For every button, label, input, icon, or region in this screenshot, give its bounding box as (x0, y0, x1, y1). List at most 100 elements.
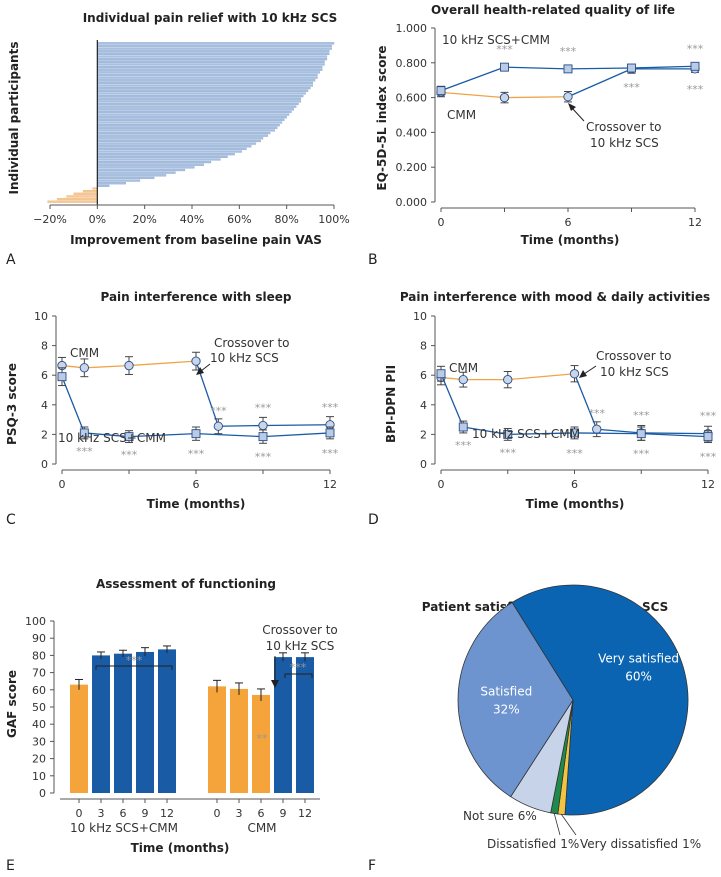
panel-c-xtick-label: 0 (59, 478, 66, 491)
panel-d-label-cmm: CMM (449, 361, 478, 375)
panel-a-xtick-label: 80% (274, 213, 298, 226)
panel-d-significance: *** (700, 410, 717, 423)
panel-a-bar (97, 168, 186, 172)
panel-a-bar (82, 190, 98, 193)
panel-a-bar (97, 52, 330, 55)
panel-e-ytick-label: 10 (32, 770, 46, 783)
panel-d-crossover-arrow (579, 365, 597, 378)
panel-e-bar (252, 694, 270, 793)
panel-e-ytick-label: 30 (32, 735, 46, 748)
panel-b-ylabel: EQ-5D-5L index score (375, 45, 389, 190)
panel-a-bar (47, 200, 98, 203)
panel-b-series-line (440, 66, 505, 92)
panel-c-series-line (84, 364, 130, 369)
panel-f-not-sure-name: Not sure (463, 809, 514, 823)
panel-d-ytick-label: 4 (420, 399, 427, 412)
panel-c-significance: *** (322, 401, 339, 414)
panel-a-bar (97, 166, 195, 169)
panel-a-xtick-label: 20% (132, 213, 156, 226)
panel-a-bar (97, 81, 313, 85)
panel-d-significance: *** (589, 407, 606, 420)
panel-a-bar (97, 63, 325, 66)
panel-b-point-circle (499, 92, 510, 103)
panel-e-xtick-label: 0 (76, 807, 83, 820)
panel-f-dissatisfied-name: Dissatisfied (487, 837, 556, 851)
panel-e-bars: 0 3 6 9 12 0 3 6 9 12 (70, 645, 314, 820)
panel-c-lines: *** *** *** *** *** *** *** *** (57, 351, 339, 464)
panel-d-xtick-label: 12 (701, 478, 715, 491)
panel-e-label-crossover-1: Crossover to (262, 623, 338, 637)
panel-c-title: Pain interference with sleep (100, 290, 291, 304)
panel-e-xtick-label: 9 (280, 807, 287, 820)
panel-a-bar (73, 192, 98, 195)
panel-a-bar (97, 147, 247, 151)
panel-c: Pain interference with sleep PSQ-3 score… (5, 290, 339, 528)
panel-d-point-square (570, 428, 579, 438)
panel-d-significance: *** (633, 448, 650, 461)
panel-b-label-cmm: CMM (447, 108, 476, 122)
panel-a-bar (97, 158, 221, 161)
panel-a-bar (97, 44, 332, 48)
panel-f-leader-dissatisfied (553, 813, 561, 836)
panel-e-label-crossover-2: 10 kHz SCS (266, 639, 335, 653)
panel-a-bar (92, 187, 98, 190)
panel-b-axes: 0.000 0.200 0.400 0.600 0.800 1.000 0 6 12 (396, 22, 703, 229)
panel-e-ytick-label: 60 (32, 684, 46, 697)
panel-e-xtick-label: 9 (142, 807, 149, 820)
panel-a-bar (97, 89, 309, 92)
panel-c-ytick-label: 6 (41, 369, 48, 382)
panel-a-bar (97, 179, 141, 182)
panel-a-bar (97, 42, 335, 45)
panel-a-bar (97, 163, 205, 166)
panel-c-point-circle (79, 363, 89, 373)
panel-a-xtick-label: 100% (318, 213, 349, 226)
panel-c-ytick-label: 2 (41, 428, 48, 441)
panel-e-stars-cmm-6: ** (257, 732, 269, 745)
panel-e-xtick-label: 6 (120, 807, 127, 820)
panel-a-bar (97, 79, 316, 82)
panel-a-bar (97, 87, 311, 90)
panel-a-bar (97, 142, 257, 145)
panel-d-significance: *** (633, 409, 650, 422)
panel-d-lines: *** *** *** *** *** *** *** *** (436, 365, 717, 464)
panel-b-point-square (500, 62, 509, 72)
panel-b-ytick-label: 0.800 (396, 57, 428, 70)
panel-e-bracket-cmm (284, 673, 313, 678)
panel-b-label-crossover-2: 10 kHz SCS (590, 136, 659, 150)
panel-b-point-square (436, 86, 446, 96)
panel-a-bar (97, 118, 285, 121)
panel-c-xtick-label: 12 (323, 478, 337, 491)
panel-a-bar (97, 60, 325, 63)
panel-f-label-very-dissatisfied: Very dissatisfied 1% (580, 837, 701, 851)
panel-b-significance: *** (496, 43, 513, 56)
panel-e-stars-cmm: *** (290, 661, 307, 674)
panel-a-xtick-label: 40% (180, 213, 204, 226)
panel-d-ytick-label: 2 (420, 428, 427, 441)
panel-c-ytick-label: 8 (41, 340, 48, 353)
panel-d-ytick-label: 0 (420, 458, 427, 471)
panel-b-ytick-label: 1.000 (396, 22, 428, 35)
panel-d-significance: *** (700, 451, 717, 464)
panel-c-point-square (325, 428, 335, 438)
panel-b-ytick-label: 0.000 (396, 196, 428, 209)
panel-a-bar (97, 100, 302, 103)
panel-f-label-not-sure: Not sure 6% (463, 809, 537, 823)
panel-a-bar (97, 150, 242, 153)
panel-d-series-line (573, 373, 598, 430)
panel-e-xtick-label: 6 (258, 807, 265, 820)
panel-a-bar (97, 55, 328, 58)
panel-f: Patient satisfaction with 10 kHz SCS Ver… (368, 584, 701, 874)
panel-a-bar (97, 182, 126, 185)
panel-d-point-square (458, 422, 468, 432)
panel-e-bar (296, 657, 314, 793)
panel-a-bar (97, 108, 294, 111)
panel-d-point-circle (458, 374, 468, 385)
panel-b-significance: *** (560, 45, 577, 58)
panel-b-ytick-label: 0.600 (396, 92, 428, 105)
panel-c-significance: *** (210, 404, 227, 417)
panel-c-axes: 0 2 4 6 8 10 0 6 12 (34, 310, 337, 491)
panel-a-bar (56, 197, 98, 201)
panel-b-ytick-label: 0.400 (396, 126, 428, 139)
panel-e-xtick-label: 3 (236, 807, 243, 820)
panel-e-xlabel: Time (months) (131, 841, 230, 855)
